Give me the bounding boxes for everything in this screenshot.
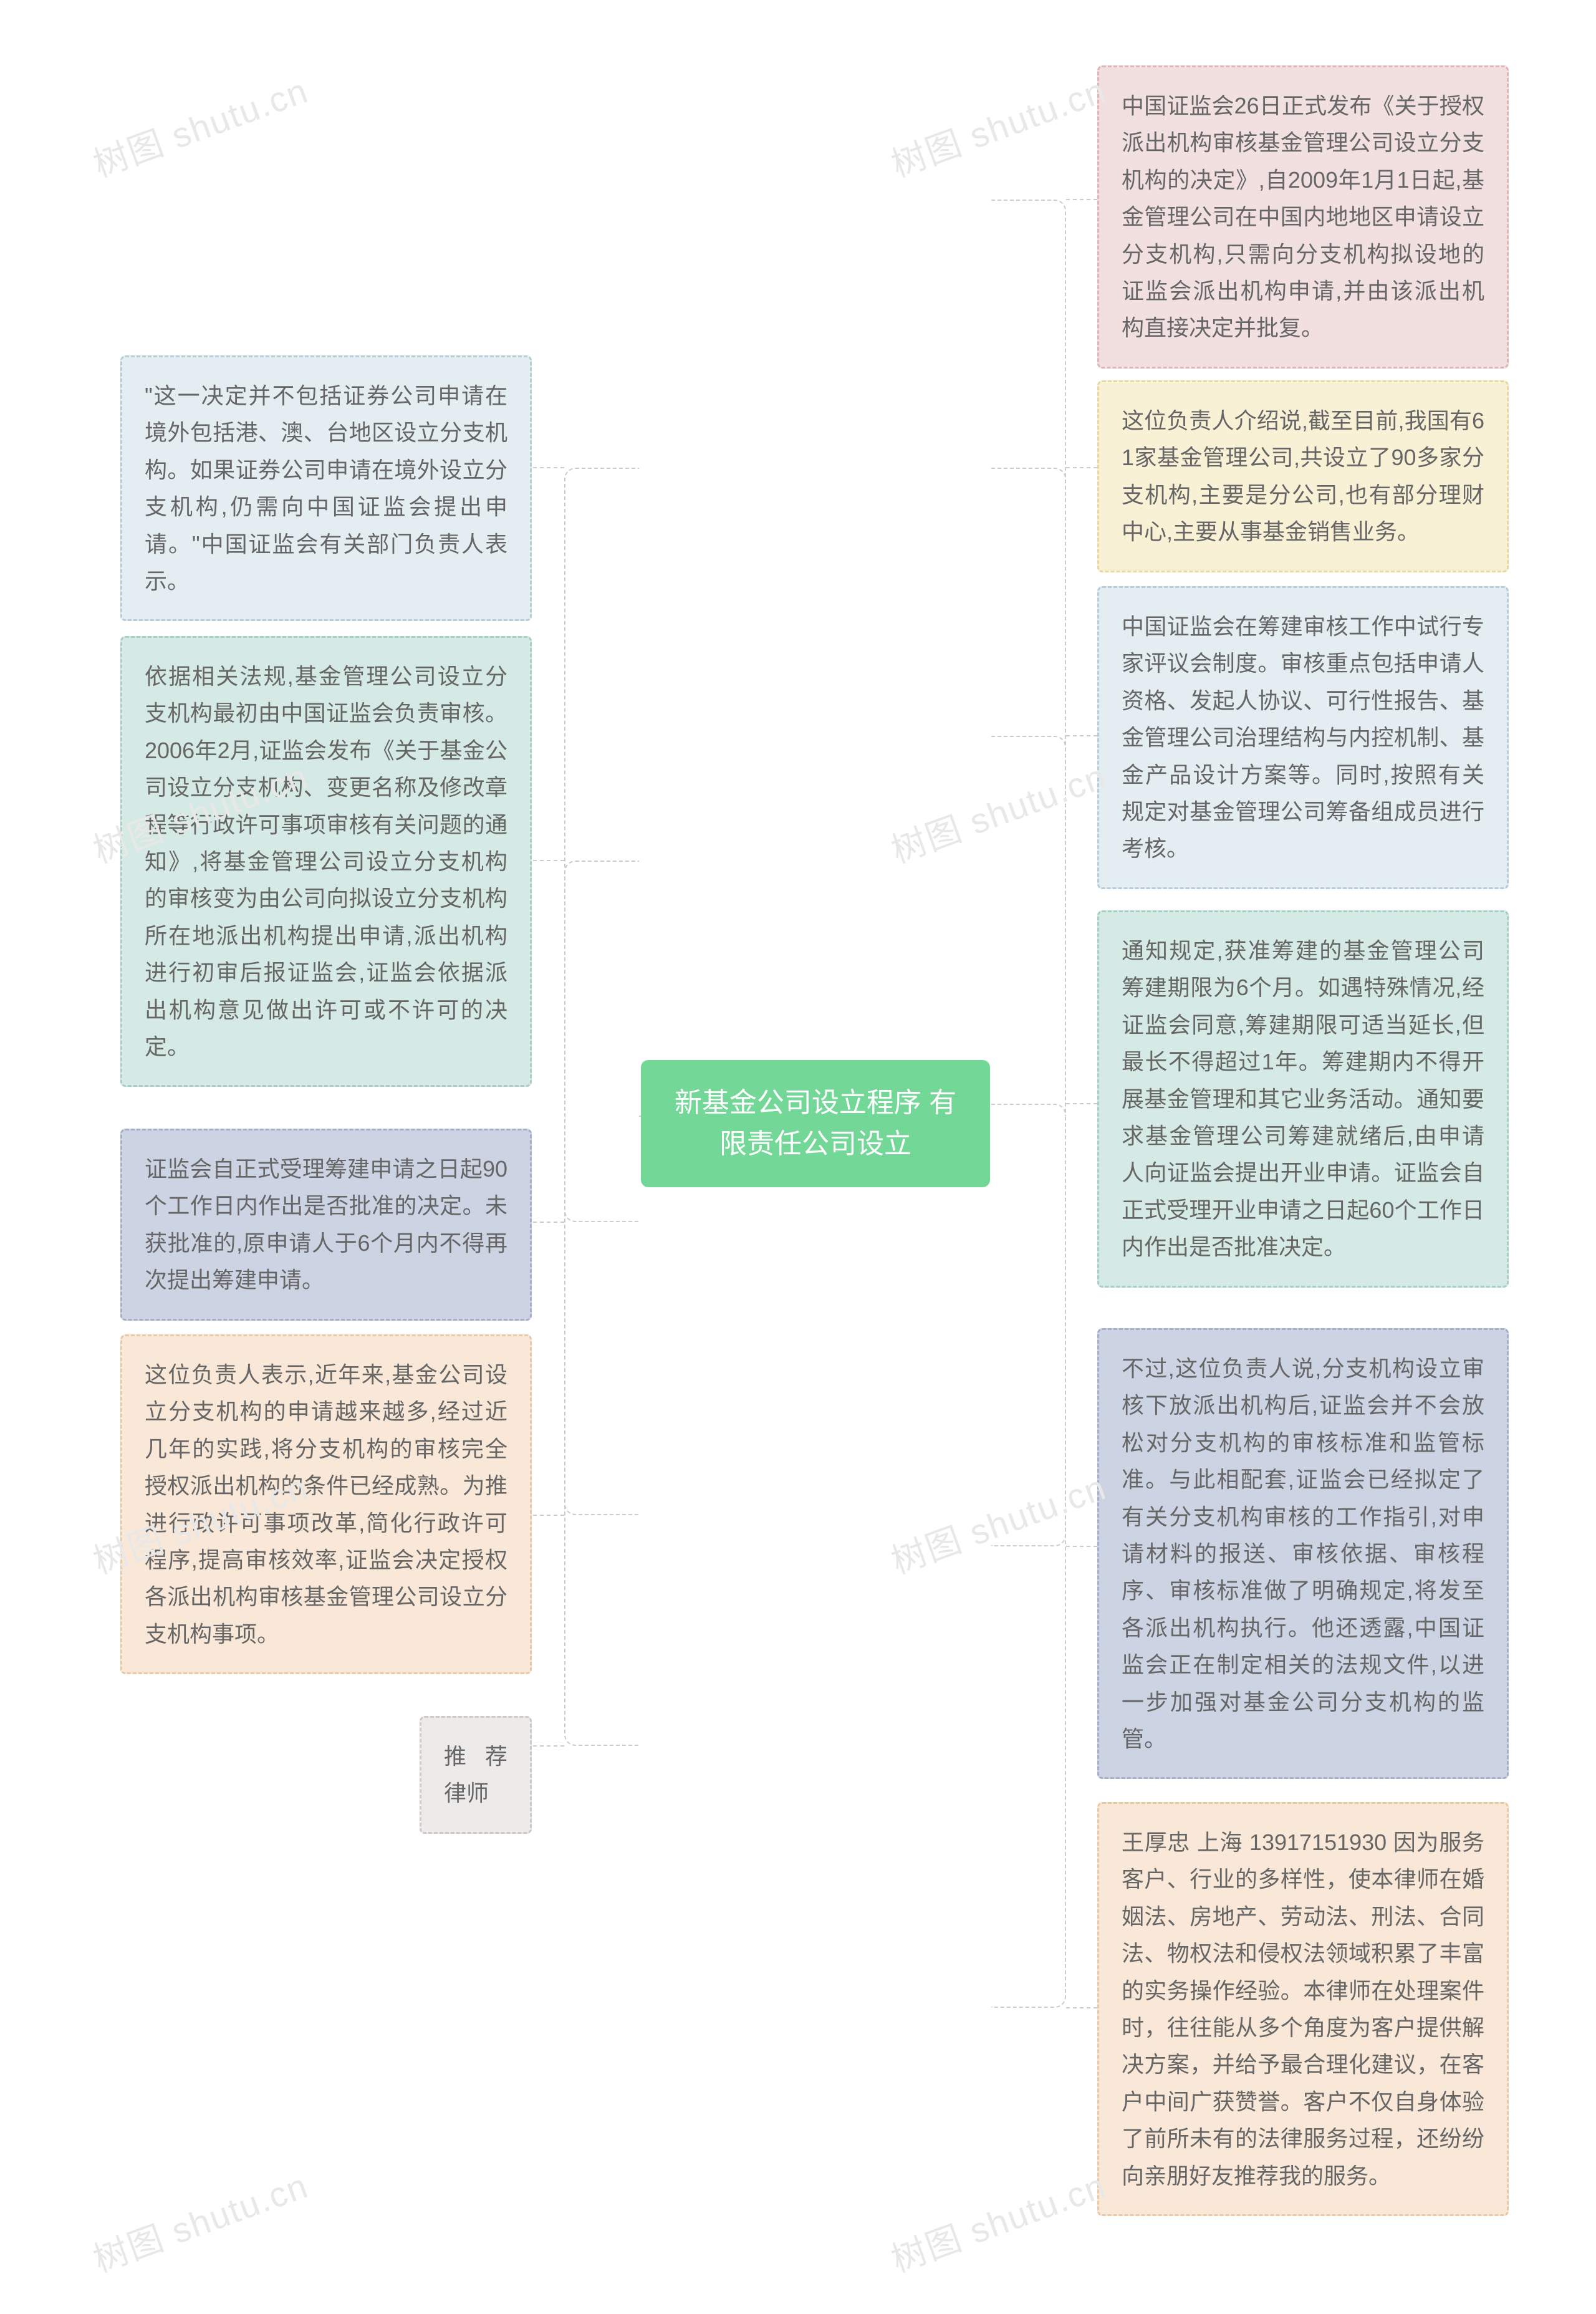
left-node-1: 依据相关法规,基金管理公司设立分支机构最初由中国证监会负责审核。2006年2月,…: [120, 636, 532, 1087]
watermark-1: 树图 shutu.cn: [883, 63, 1112, 188]
right-connector-3: [991, 1104, 1066, 1116]
right-stub-5: [1066, 2007, 1097, 2008]
right-stub-2: [1066, 735, 1097, 736]
right-stub-3: [1066, 1103, 1097, 1104]
left-connector-4: [564, 1116, 639, 1746]
left-stub-2: [533, 1222, 564, 1223]
right-node-3: 通知规定,获准筹建的基金管理公司筹建期限为6个月。如遇特殊情况,经证监会同意,筹…: [1097, 910, 1509, 1288]
left-root-stub: [639, 1116, 641, 1117]
left-node-3: 这位负责人表示,近年来,基金公司设立分支机构的申请越来越多,经过近几年的实践,将…: [120, 1334, 532, 1674]
right-connector-5: [991, 1116, 1066, 2008]
watermark-6: 树图 shutu.cn: [85, 2158, 314, 2283]
right-node-4: 不过,这位负责人说,分支机构设立审核下放派出机构后,证监会并不会放松对分支机构的…: [1097, 1328, 1509, 1779]
right-node-5: 王厚忠 上海 13917151930 因为服务客户、行业的多样性，使本律师在婚姻…: [1097, 1802, 1509, 2216]
right-node-2: 中国证监会在筹建审核工作中试行专家评议会制度。审核重点包括申请人资格、发起人协议…: [1097, 586, 1509, 889]
right-stub-0: [1066, 199, 1097, 200]
right-connector-2: [991, 736, 1066, 1116]
left-node-0: "这一决定并不包括证券公司申请在境外包括港、澳、台地区设立分支机构。如果证券公司…: [120, 355, 532, 621]
watermark-0: 树图 shutu.cn: [85, 63, 314, 188]
left-stub-3: [533, 1515, 564, 1516]
left-stub-1: [533, 860, 564, 861]
center-topic: 新基金公司设立程序 有限责任公司设立: [641, 1060, 990, 1187]
right-stub-1: [1066, 467, 1097, 468]
left-node-2: 证监会自正式受理筹建申请之日起90个工作日内作出是否批准的决定。未获批准的,原申…: [120, 1129, 532, 1321]
right-node-1: 这位负责人介绍说,截至目前,我国有61家基金管理公司,共设立了90多家分支机构,…: [1097, 380, 1509, 572]
left-connector-1: [564, 861, 639, 1116]
left-stub-0: [533, 467, 564, 468]
watermark-7: 树图 shutu.cn: [883, 2158, 1112, 2283]
left-node-4: 推荐律师: [420, 1716, 532, 1834]
right-node-0: 中国证监会26日正式发布《关于授权派出机构审核基金管理公司设立分支机构的决定》,…: [1097, 65, 1509, 369]
right-stub-4: [1066, 1546, 1097, 1547]
left-stub-4: [533, 1745, 564, 1747]
